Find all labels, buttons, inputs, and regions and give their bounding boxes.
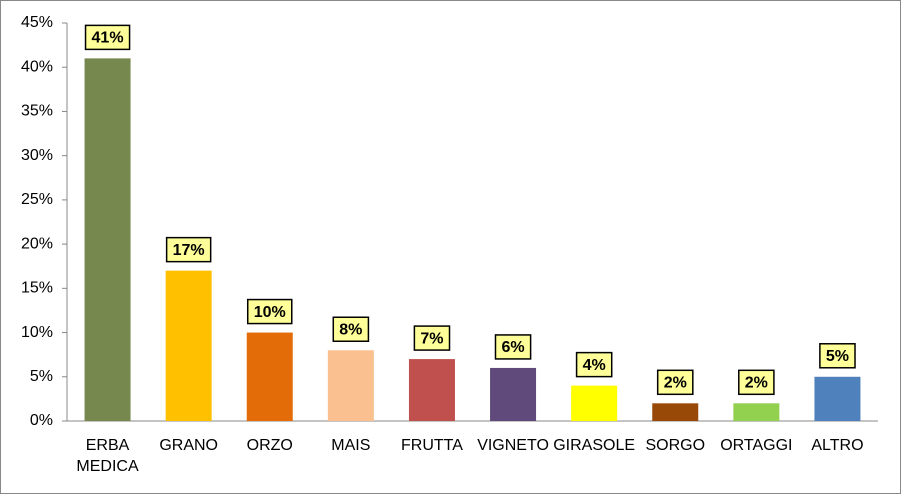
y-tick-label: 10% xyxy=(21,324,53,341)
value-label: 17% xyxy=(173,242,205,259)
value-label-box xyxy=(494,334,532,360)
value-label: 4% xyxy=(583,357,606,374)
y-tick-label: 35% xyxy=(21,103,53,120)
value-label-box xyxy=(165,236,212,263)
value-label: 41% xyxy=(92,30,124,47)
bar xyxy=(733,403,780,421)
value-label: 6% xyxy=(501,339,524,356)
bar xyxy=(490,367,537,421)
value-label-box xyxy=(819,343,856,369)
value-label-box xyxy=(656,369,694,396)
value-label: 10% xyxy=(254,304,286,321)
x-tick-label: FRUTTA xyxy=(401,437,463,454)
x-tick-label: ERBA MEDICA xyxy=(76,437,139,475)
value-label: 2% xyxy=(664,375,687,392)
bar xyxy=(246,332,293,421)
y-tick-label: 20% xyxy=(21,235,53,252)
value-label: 7% xyxy=(420,330,443,347)
value-label-box xyxy=(246,298,293,325)
value-label-box xyxy=(413,325,451,351)
value-label-box xyxy=(738,369,775,396)
y-tick-label: 0% xyxy=(30,412,53,429)
value-label: 5% xyxy=(826,348,849,365)
y-tick-label: 40% xyxy=(21,58,53,75)
x-tick-label: GRANO xyxy=(159,437,218,454)
value-label-box xyxy=(575,351,613,378)
x-tick-label: MAIS xyxy=(331,437,370,454)
bar xyxy=(408,359,455,421)
bar xyxy=(84,58,131,421)
x-tick-label: ORZO xyxy=(247,437,293,454)
bar xyxy=(814,376,861,421)
bar xyxy=(571,385,618,421)
x-tick-label: ORTAGGI xyxy=(720,437,792,454)
bar xyxy=(652,403,699,421)
y-tick-label: 45% xyxy=(21,14,53,31)
value-label: 8% xyxy=(339,321,362,338)
y-tick-label: 5% xyxy=(30,368,53,385)
value-label: 2% xyxy=(745,375,768,392)
bar xyxy=(165,270,212,421)
x-tick-label: SORGO xyxy=(645,437,705,454)
x-tick-label: GIRASOLE xyxy=(553,437,635,454)
x-tick-label: VIGNETO xyxy=(477,437,549,454)
value-label-box xyxy=(84,24,131,51)
value-label-box xyxy=(332,316,370,342)
y-tick-label: 30% xyxy=(21,147,53,164)
bar xyxy=(327,350,374,421)
y-tick-label: 25% xyxy=(21,191,53,208)
y-tick-label: 15% xyxy=(21,280,53,297)
x-tick-label: ALTRO xyxy=(811,437,863,454)
